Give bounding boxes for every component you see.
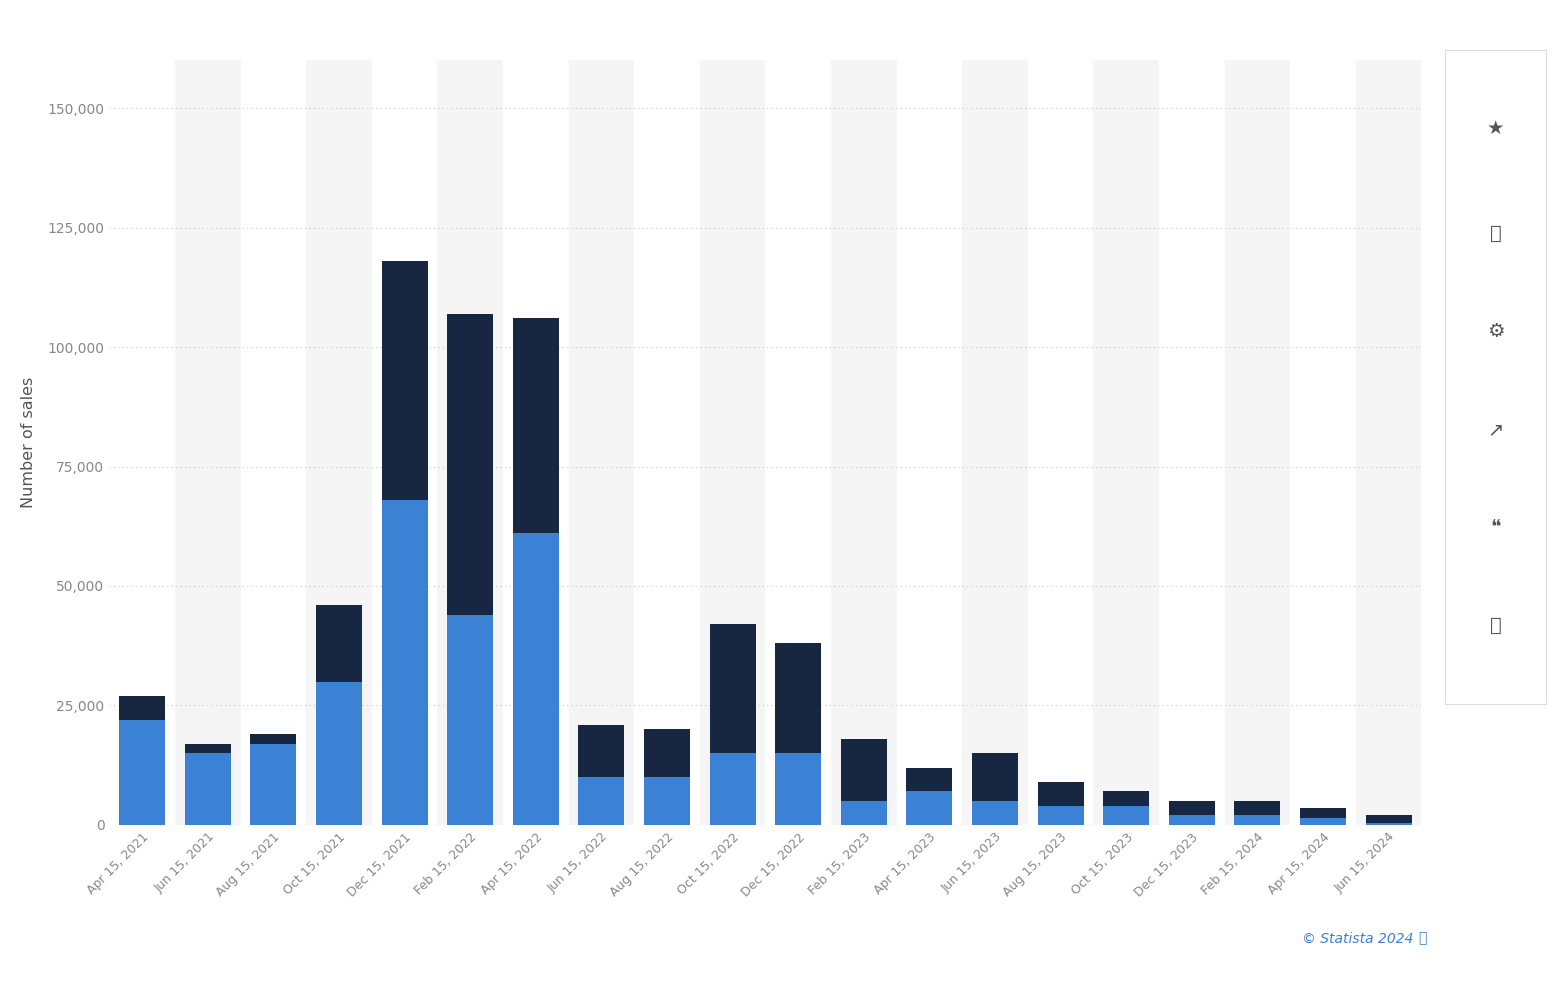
Bar [119, 696, 166, 720]
Bar [906, 768, 953, 792]
Bar [512, 319, 559, 533]
Bar [972, 801, 1018, 825]
Bar [840, 738, 887, 801]
Bar [316, 606, 362, 682]
Bar [316, 682, 362, 825]
Bar [840, 801, 887, 825]
Bar [1356, 60, 1421, 825]
Bar [972, 753, 1018, 801]
Bar [1103, 792, 1150, 806]
Bar [119, 720, 166, 825]
Bar [372, 60, 437, 825]
Bar [578, 778, 625, 825]
Text: ❝: ❝ [1490, 518, 1501, 537]
Bar [634, 60, 700, 825]
Bar [1037, 782, 1084, 806]
Bar [447, 615, 494, 825]
Text: ★: ★ [1487, 120, 1504, 138]
Bar [381, 262, 428, 500]
Text: 🏳: 🏳 [1418, 932, 1426, 946]
Bar [250, 734, 297, 743]
Bar [700, 60, 765, 825]
Bar [897, 60, 962, 825]
Bar [709, 624, 756, 753]
Bar [306, 60, 372, 825]
Bar [644, 778, 690, 825]
Y-axis label: Number of sales: Number of sales [22, 377, 36, 508]
Bar [569, 60, 634, 825]
Bar [512, 533, 559, 825]
Bar [1290, 60, 1356, 825]
Bar [1234, 815, 1281, 825]
Bar [831, 60, 897, 825]
Bar [1300, 808, 1346, 818]
Bar [962, 60, 1028, 825]
Bar [1234, 801, 1281, 815]
Bar [184, 743, 231, 753]
Bar [1365, 823, 1412, 825]
Bar [250, 743, 297, 825]
Bar [1093, 60, 1159, 825]
Bar [906, 792, 953, 825]
Bar [447, 314, 494, 615]
Bar [1300, 818, 1346, 825]
Text: ⚙: ⚙ [1487, 322, 1504, 341]
Bar [709, 753, 756, 825]
Bar [1103, 806, 1150, 825]
Bar [644, 729, 690, 778]
Bar [765, 60, 831, 825]
Bar [381, 500, 428, 825]
Text: © Statista 2024: © Statista 2024 [1303, 932, 1414, 946]
Bar [184, 753, 231, 825]
Bar [503, 60, 569, 825]
Bar [175, 60, 241, 825]
Bar [1028, 60, 1093, 825]
Text: 🔔: 🔔 [1490, 224, 1501, 242]
Bar [1168, 815, 1215, 825]
Bar [1225, 60, 1290, 825]
Text: ↗: ↗ [1487, 421, 1504, 439]
Bar [1159, 60, 1225, 825]
Bar [775, 644, 822, 753]
Bar [437, 60, 503, 825]
Bar [241, 60, 306, 825]
Bar [775, 753, 822, 825]
Bar [1365, 815, 1412, 823]
Bar [1037, 806, 1084, 825]
Bar [578, 724, 625, 778]
Bar [109, 60, 175, 825]
Bar [1168, 801, 1215, 815]
Text: 🖨: 🖨 [1490, 617, 1501, 635]
